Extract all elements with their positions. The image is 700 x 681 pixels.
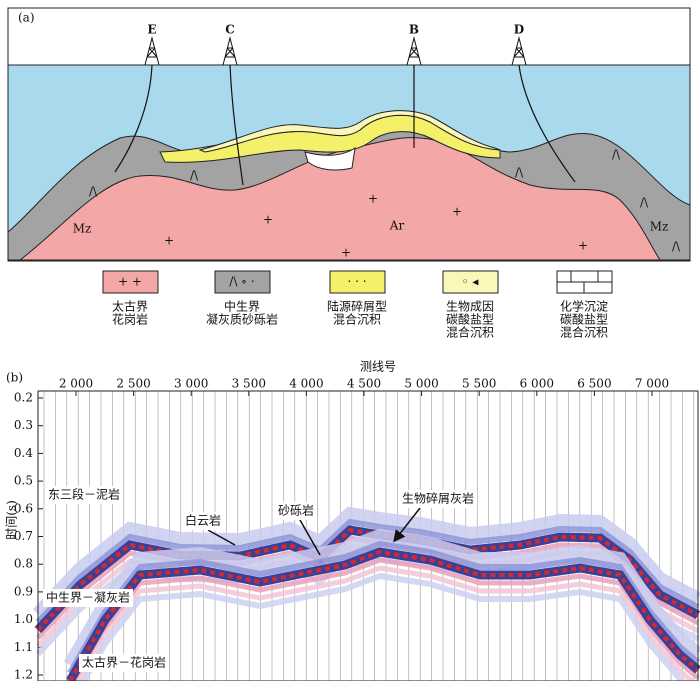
legend-label: 碳酸盐型 <box>560 312 608 327</box>
svg-text:+: + <box>164 234 174 248</box>
panel-b-frame <box>37 390 699 681</box>
annotation-box <box>275 502 317 520</box>
legend-swatch <box>329 270 386 294</box>
svg-text:· · ·: · · · <box>347 275 366 289</box>
archean-unit <box>18 137 661 261</box>
y-tick-label: 1.1 <box>14 640 33 654</box>
rig <box>222 36 238 66</box>
rig <box>511 36 527 66</box>
svg-text:+: + <box>263 213 273 227</box>
x-tick-label: 5 500 <box>462 377 496 391</box>
x-tick-label: 5 000 <box>404 377 438 391</box>
x-tick-label: 7 000 <box>635 377 669 391</box>
reflector-band <box>76 565 696 681</box>
svg-text:◦ ◂: ◦ ◂ <box>462 275 479 289</box>
svg-text:+ +: + + <box>118 275 142 289</box>
legend-label: 陆源碎屑型 <box>327 299 387 314</box>
svg-text:/\: /\ <box>515 166 524 180</box>
svg-text:/\ ∘ ·: /\ ∘ · <box>229 275 254 289</box>
well-paths <box>114 64 576 186</box>
panel-label: (b) <box>6 371 23 385</box>
panel-label: (a) <box>18 11 35 25</box>
rock-label: Ar <box>389 219 405 233</box>
legend-label: 凝灰质砂砾岩 <box>206 312 278 327</box>
rock-label: Mz <box>650 220 669 234</box>
svg-text:/\: /\ <box>640 196 649 210</box>
x-tick-label: 4 000 <box>289 377 323 391</box>
svg-text:+: + <box>452 205 462 219</box>
annotation-box <box>399 490 477 508</box>
x-tick-label: 3 000 <box>174 377 208 391</box>
annotation: 中生界－凝灰岩 <box>46 590 130 605</box>
annotation-box <box>43 589 133 607</box>
drilling-rigs <box>144 36 527 66</box>
y-axis-title: 时间(s) <box>5 500 19 540</box>
chemical-carbonate-body <box>304 146 356 171</box>
annotation-box <box>182 512 224 530</box>
well-label: C <box>225 23 235 37</box>
well-label: E <box>147 23 156 37</box>
legend-label: 花岗岩 <box>112 312 148 327</box>
svg-text:/\: /\ <box>190 169 199 183</box>
rig <box>144 36 160 66</box>
legend-swatch <box>102 270 159 294</box>
x-tick-label: 3 500 <box>232 377 266 391</box>
y-tick-label: 0.7 <box>14 529 33 543</box>
svg-text:+: + <box>341 246 351 260</box>
legend-label: 碳酸盐型 <box>446 312 494 327</box>
y-tick-label: 0.6 <box>14 501 33 515</box>
seismic-section: 2 000 2 500 3 000 3 500 4 000 4 500 5 000 5 500… <box>14 377 700 681</box>
well-label: B <box>409 23 419 37</box>
x-tick-label: 2 000 <box>59 377 93 391</box>
svg-text:/\: /\ <box>612 148 621 162</box>
x-axis-title: 测线号 <box>360 360 396 374</box>
y-tick-label: 0.9 <box>14 584 33 598</box>
reflector-core <box>68 549 700 681</box>
well-label: D <box>514 23 524 37</box>
y-tick-label: 1.0 <box>14 612 33 626</box>
x-tick-label: 6 500 <box>577 377 611 391</box>
legend-swatch <box>442 270 499 294</box>
annotation: 太古界－花岗岩 <box>82 655 166 670</box>
legend-label: 生物成因 <box>446 300 494 314</box>
legend-label: 太古界 <box>112 299 148 314</box>
legend-label: 混合沉积 <box>446 325 494 340</box>
legend-label: 混合沉积 <box>560 325 608 340</box>
annotation: 东三段－泥岩 <box>48 487 120 502</box>
reflector-band <box>32 506 700 619</box>
y-tick-label: 0.8 <box>14 557 33 571</box>
annotation: 生物碎屑灰岩 <box>402 491 474 506</box>
svg-text:/\: /\ <box>89 185 98 199</box>
symbols: + + + + + + /\ /\ /\ /\ /\ /\ <box>89 148 681 260</box>
svg-text:/\: /\ <box>672 240 681 254</box>
x-tick-label: 2 500 <box>116 377 150 391</box>
legend-label: 化学沉淀 <box>560 299 608 314</box>
reflector-band <box>35 518 700 625</box>
annotation: 砂砾岩 <box>278 503 314 518</box>
x-tick-label: 6 000 <box>520 377 554 391</box>
svg-text:+: + <box>368 192 378 206</box>
legend-label: 中生界 <box>224 299 260 314</box>
annotation: 白云岩 <box>185 513 221 528</box>
reflector-band <box>80 572 688 681</box>
rock-label: Mz <box>73 222 92 236</box>
rig <box>406 36 422 66</box>
svg-text:+: + <box>578 239 588 253</box>
annotation-box <box>79 654 169 672</box>
y-tick-label: 0.3 <box>14 418 33 432</box>
y-tick-label: 1.2 <box>14 668 33 681</box>
x-tick-label: 4 500 <box>347 377 381 391</box>
annotation-box <box>45 486 123 504</box>
legend-label: 混合沉积 <box>333 312 381 327</box>
y-tick-label: 0.4 <box>14 446 33 460</box>
legend-swatch <box>214 270 271 294</box>
y-tick-label: 0.5 <box>14 474 33 488</box>
y-tick-label: 0.2 <box>14 391 33 405</box>
bio-carbonate-layer <box>198 110 501 153</box>
